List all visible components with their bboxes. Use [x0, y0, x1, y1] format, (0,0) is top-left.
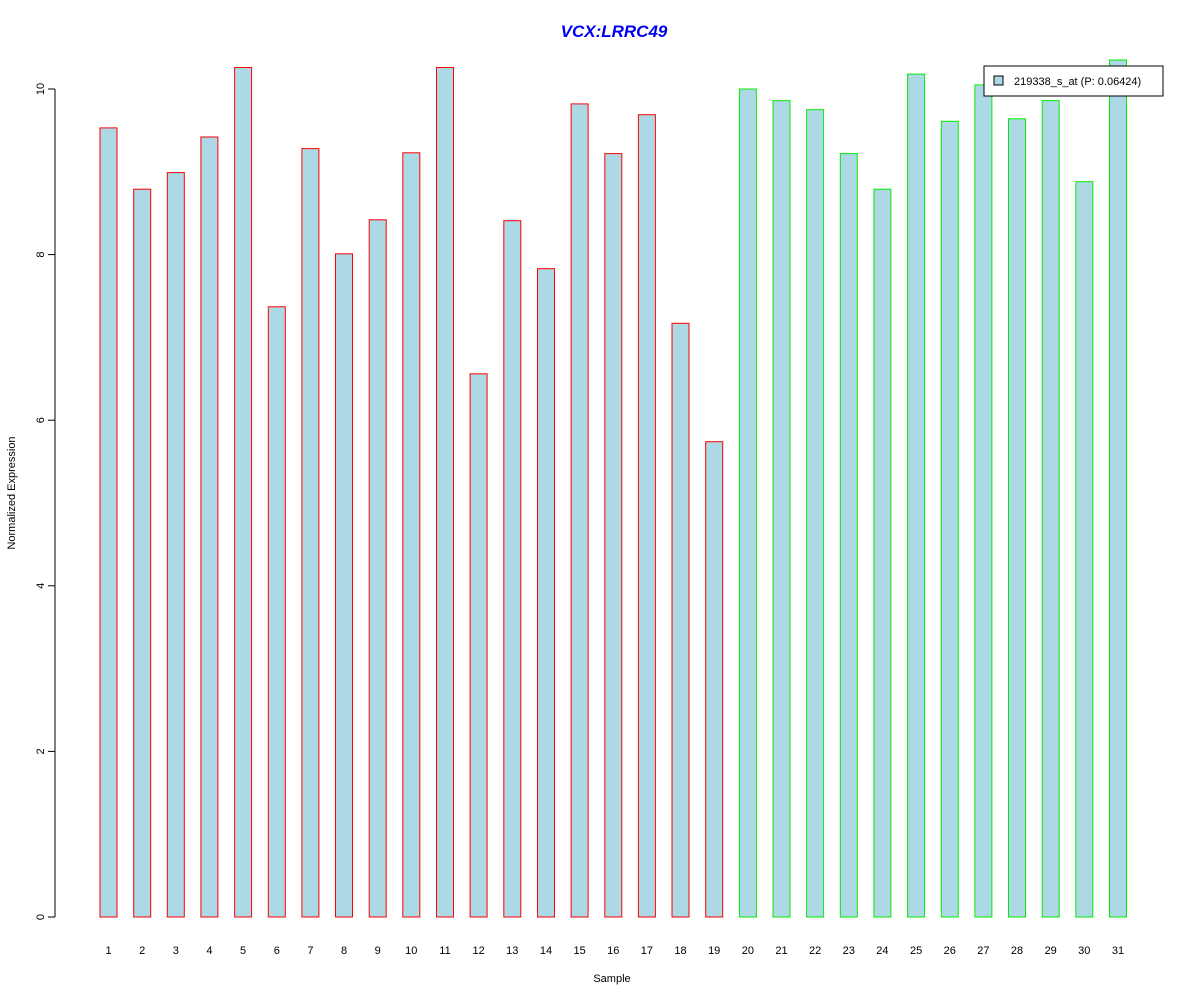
y-tick-label: 10: [35, 83, 47, 95]
y-axis-label: Normalized Expression: [6, 436, 18, 549]
x-tick-label: 29: [1045, 945, 1057, 957]
x-tick-label: 15: [573, 945, 585, 957]
bar-sample-26: [940, 120, 959, 918]
x-tick-label: 21: [775, 945, 787, 957]
x-tick-label: 14: [540, 945, 552, 957]
y-tick-label: 2: [35, 748, 47, 754]
bar-sample-30: [1075, 181, 1094, 918]
bar-sample-12: [469, 373, 488, 918]
bar-sample-13: [503, 220, 522, 918]
x-tick-label: 7: [307, 945, 313, 957]
x-tick-label: 4: [206, 945, 212, 957]
y-tick-label: 8: [35, 252, 47, 258]
x-axis-label: Sample: [593, 973, 630, 985]
bar-sample-3: [166, 172, 185, 918]
x-tick-label: 5: [240, 945, 246, 957]
chart-title: VCX:LRRC49: [561, 22, 668, 41]
x-tick-label: 8: [341, 945, 347, 957]
bar-sample-10: [402, 152, 421, 918]
bar-sample-8: [335, 253, 353, 918]
x-tick-label: 12: [472, 945, 484, 957]
bar-sample-18: [671, 322, 690, 918]
x-tick-label: 2: [139, 945, 145, 957]
legend-label: 219338_s_at (P: 0.06424): [1014, 76, 1141, 88]
bar-sample-4: [200, 136, 219, 918]
bar-sample-24: [873, 188, 892, 918]
x-tick-label: 17: [641, 945, 653, 957]
bar-sample-2: [133, 188, 152, 918]
x-tick-label: 9: [375, 945, 381, 957]
x-tick-label: 23: [843, 945, 855, 957]
bars: [99, 59, 1127, 918]
bar-sample-15: [570, 103, 589, 918]
x-tick-label: 27: [977, 945, 989, 957]
bar-sample-21: [772, 100, 791, 918]
x-tick-label: 25: [910, 945, 922, 957]
bar-sample-17: [637, 114, 656, 918]
bar-sample-28: [1008, 118, 1026, 918]
bar-sample-6: [267, 306, 286, 918]
y-axis: 0 2 4 6 8 10: [35, 83, 56, 920]
x-tick-label: 11: [439, 945, 450, 957]
y-tick-label: 0: [35, 914, 47, 920]
x-tick-label: 1: [105, 945, 111, 957]
x-tick-label: 16: [607, 945, 619, 957]
x-tick-label: 22: [809, 945, 821, 957]
x-tick-label: 6: [274, 945, 280, 957]
bar-sample-23: [839, 153, 858, 918]
legend-box: [983, 65, 1164, 97]
bar-sample-22: [806, 109, 825, 918]
x-tick-label: 24: [876, 945, 888, 957]
bar-sample-19: [705, 441, 724, 918]
bar-sample-7: [301, 148, 320, 918]
x-tick-label: 3: [173, 945, 179, 957]
x-tick-label: 28: [1011, 945, 1023, 957]
x-tick-label: 18: [674, 945, 686, 957]
bar-sample-1: [99, 127, 118, 918]
x-tick-label: 10: [405, 945, 417, 957]
y-tick-label: 6: [35, 417, 47, 423]
bar-sample-20: [738, 88, 757, 918]
bar-sample-9: [368, 219, 387, 918]
x-tick-labels: 1 2 3 4 5 6 7 8 9 10 11 12 13 14 15 16 17 18 19 20 21 22 23 24 2…: [105, 945, 1124, 957]
bar-sample-25: [907, 73, 926, 918]
x-tick-label: 26: [944, 945, 956, 957]
bar-sample-14: [537, 268, 555, 918]
bar-sample-27: [974, 84, 993, 918]
x-tick-label: 19: [708, 945, 720, 957]
y-tick-label: 4: [35, 583, 47, 589]
legend-swatch: [993, 75, 1004, 86]
bar-sample-29: [1041, 100, 1060, 918]
bar-sample-31: [1109, 59, 1127, 918]
x-tick-label: 13: [506, 945, 518, 957]
bar-sample-11: [436, 67, 454, 918]
bar-sample-5: [234, 67, 253, 918]
x-tick-label: 31: [1112, 945, 1124, 957]
bar-sample-16: [604, 153, 623, 918]
x-tick-label: 30: [1078, 945, 1090, 957]
legend: 219338_s_at (P: 0.06424): [983, 65, 1164, 97]
x-tick-label: 20: [742, 945, 754, 957]
